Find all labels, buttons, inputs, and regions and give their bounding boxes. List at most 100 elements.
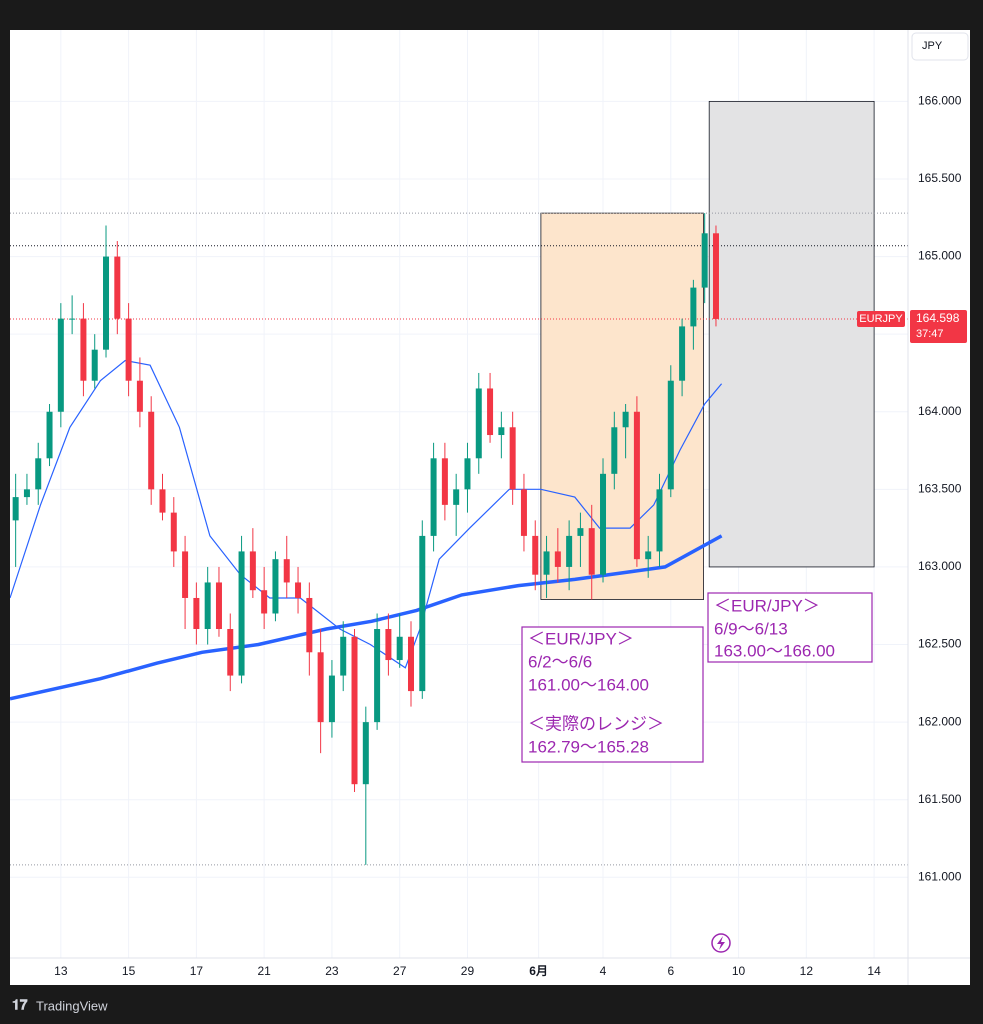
candle-body: [690, 287, 697, 327]
candle-body: [261, 590, 268, 614]
y-tick-label: 163.000: [918, 559, 962, 573]
candle-body: [464, 458, 471, 490]
candle-body: [712, 233, 719, 319]
symbol-tag: [857, 310, 905, 327]
candle-body: [249, 551, 256, 591]
candle-body: [12, 497, 19, 521]
candle-body: [633, 411, 640, 560]
annotation-text: ＜EUR/JPY＞: [714, 596, 820, 615]
candle-body: [103, 256, 110, 350]
candle-body: [509, 427, 516, 490]
candle-body: [679, 326, 686, 381]
annotation-text: 6/9～6/13: [714, 619, 788, 638]
candle-body: [295, 582, 302, 598]
candle-body: [80, 318, 87, 381]
candle-body: [193, 597, 200, 630]
events-bolt: [717, 936, 725, 950]
candle-body: [148, 411, 155, 490]
candle-body: [159, 489, 166, 513]
annotation-text: 163.00～166.00: [714, 641, 835, 660]
candle-body: [306, 597, 313, 653]
candle-body: [487, 388, 494, 436]
y-tick-label: 161.000: [918, 869, 962, 883]
x-tick-label: 12: [800, 964, 814, 978]
candle-body: [125, 318, 132, 381]
y-tick-label: 166.000: [918, 94, 962, 108]
candle-body: [23, 489, 30, 498]
candle-body: [227, 629, 234, 676]
y-tick-label: 163.500: [918, 482, 962, 496]
y-tick-label: 162.500: [918, 637, 962, 651]
brand: TradingView: [36, 998, 108, 1013]
x-tick-label: 4: [600, 964, 607, 978]
candle-body: [328, 675, 335, 723]
candle-body: [91, 349, 98, 381]
candle-body: [645, 551, 652, 560]
annotation-box: [521, 626, 704, 763]
plot: [10, 100, 908, 866]
range-box: [708, 100, 875, 568]
x-tick-label: 14: [867, 964, 881, 978]
x-tick-label: 6: [667, 964, 674, 978]
symbol-tag-label: EURJPY: [859, 313, 903, 325]
x-tick-label: 21: [257, 964, 271, 978]
x-tick-label: 29: [461, 964, 475, 978]
candle-body: [577, 528, 584, 536]
candle-body: [588, 528, 595, 575]
candle-body: [453, 489, 460, 505]
candle-body: [498, 427, 505, 436]
annotation-text: ＜実際のレンジ＞: [528, 714, 664, 733]
currency-box: [911, 32, 969, 61]
candle-body: [419, 535, 426, 692]
candle-body: [362, 722, 369, 785]
candle-body: [566, 535, 573, 567]
candle-body: [215, 582, 222, 630]
annotation-text: 162.79～165.28: [528, 737, 649, 756]
x-tick-label: 27: [393, 964, 407, 978]
price-tag-label: 164.598: [916, 311, 960, 325]
candle-body: [114, 256, 121, 319]
candle-body: [407, 636, 414, 692]
candle-body: [441, 458, 448, 505]
moving-average: [10, 534, 723, 701]
candle-body: [46, 411, 53, 459]
price-tag: [910, 309, 967, 343]
x-tick-label: 13: [54, 964, 68, 978]
candle-body: [701, 233, 708, 288]
candle-body: [69, 318, 76, 320]
x-tick-label: 17: [190, 964, 204, 978]
candle-body: [611, 427, 618, 474]
candle-body: [340, 636, 347, 676]
y-tick-label: 161.500: [918, 792, 962, 806]
candle-body: [170, 512, 177, 552]
candle-body: [532, 535, 539, 575]
candle-body: [57, 318, 64, 412]
annotation-text: 161.00～164.00: [528, 675, 649, 694]
candle-body: [600, 473, 607, 575]
candle-body: [667, 380, 674, 490]
candle-body: [554, 551, 561, 567]
candle-body: [374, 629, 381, 723]
currency: JPY: [922, 40, 943, 52]
x-tick-label: 10: [732, 964, 746, 978]
candle-body: [430, 458, 437, 536]
candle-body: [204, 582, 211, 630]
events-icon[interactable]: [711, 933, 731, 953]
x-tick-label: 6月: [529, 964, 548, 978]
x-tick-label: 23: [325, 964, 339, 978]
logo-mark: 𝟏𝟕: [12, 997, 28, 1013]
candle-body: [520, 489, 527, 536]
x-tick-label: 15: [122, 964, 136, 978]
candle-body: [396, 636, 403, 661]
candle-body: [35, 458, 42, 490]
countdown: 37:47: [916, 328, 944, 340]
annotation-box: [707, 592, 873, 663]
candle-body: [283, 559, 290, 583]
y-tick-label: 165.000: [918, 249, 962, 263]
range-box: [540, 212, 704, 600]
annotation-text: 6/2～6/6: [528, 652, 592, 671]
annotation-text: ＜EUR/JPY＞: [528, 629, 634, 648]
candle-body: [182, 551, 189, 598]
